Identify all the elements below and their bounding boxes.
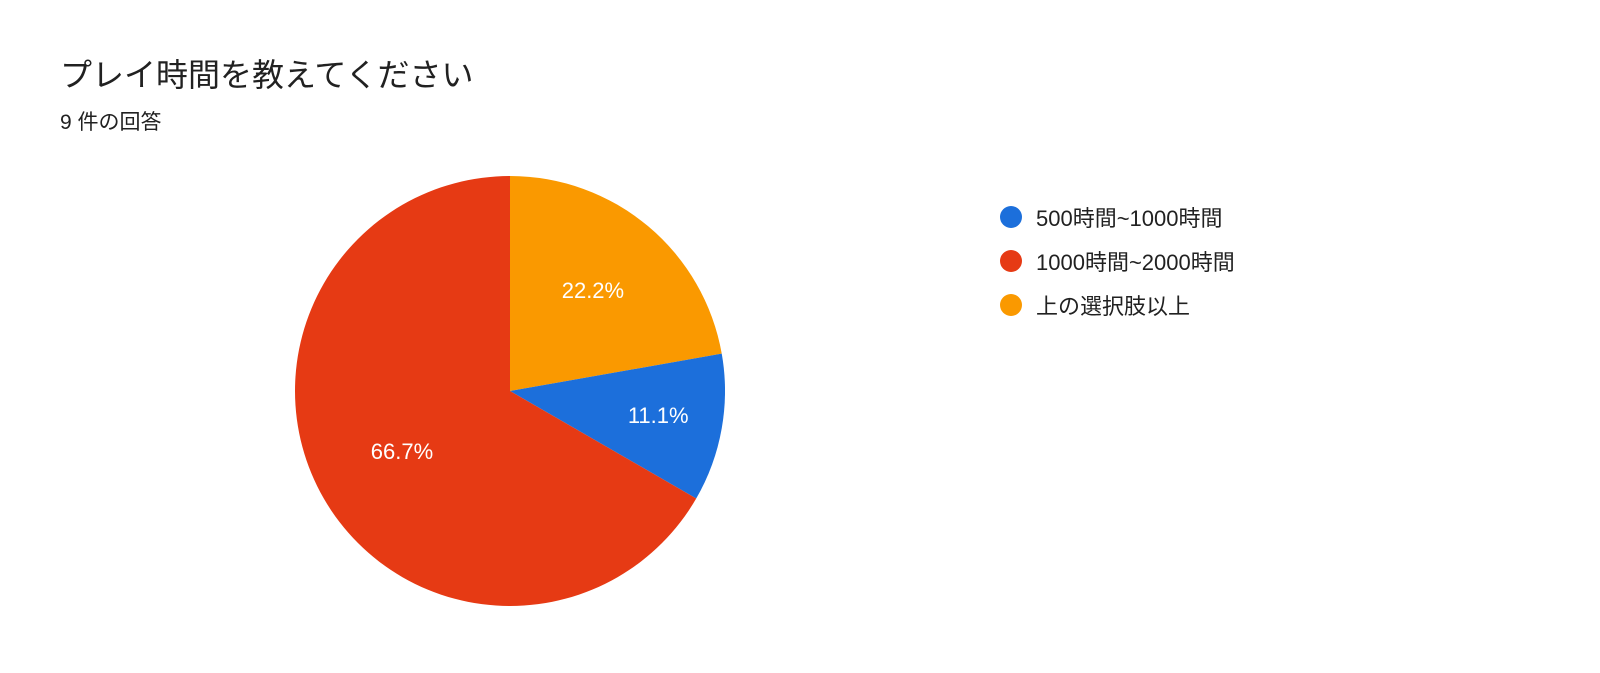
legend-label: 1000時間~2000時間 bbox=[1036, 245, 1235, 277]
legend-color-dot bbox=[1000, 206, 1022, 228]
chart-subtitle: 9 件の回答 bbox=[60, 106, 1540, 136]
pie-slice-label: 66.7% bbox=[371, 439, 433, 464]
pie-slice-label: 22.2% bbox=[562, 278, 624, 303]
pie-chart: 22.2% 11.1% 66.7% bbox=[295, 176, 725, 606]
legend-color-dot bbox=[1000, 250, 1022, 272]
chart-header: プレイ時間を教えてください 9 件の回答 bbox=[60, 50, 1540, 136]
legend-item[interactable]: 500時間~1000時間 bbox=[1000, 201, 1235, 233]
legend-color-dot bbox=[1000, 294, 1022, 316]
chart-title: プレイ時間を教えてください bbox=[60, 50, 1540, 96]
pie-slice-label: 11.1% bbox=[628, 403, 689, 428]
pie-chart-container: 22.2% 11.1% 66.7% bbox=[60, 176, 960, 606]
legend-item[interactable]: 上の選択肢以上 bbox=[1000, 289, 1235, 321]
legend: 500時間~1000時間 1000時間~2000時間上の選択肢以上 bbox=[960, 176, 1235, 333]
legend-label: 500時間~1000時間 bbox=[1036, 201, 1223, 233]
legend-label: 上の選択肢以上 bbox=[1036, 289, 1190, 321]
legend-item[interactable]: 1000時間~2000時間 bbox=[1000, 245, 1235, 277]
chart-area: 22.2% 11.1% 66.7% 500時間~1000時間 1000時間~2000時… bbox=[60, 176, 1540, 606]
